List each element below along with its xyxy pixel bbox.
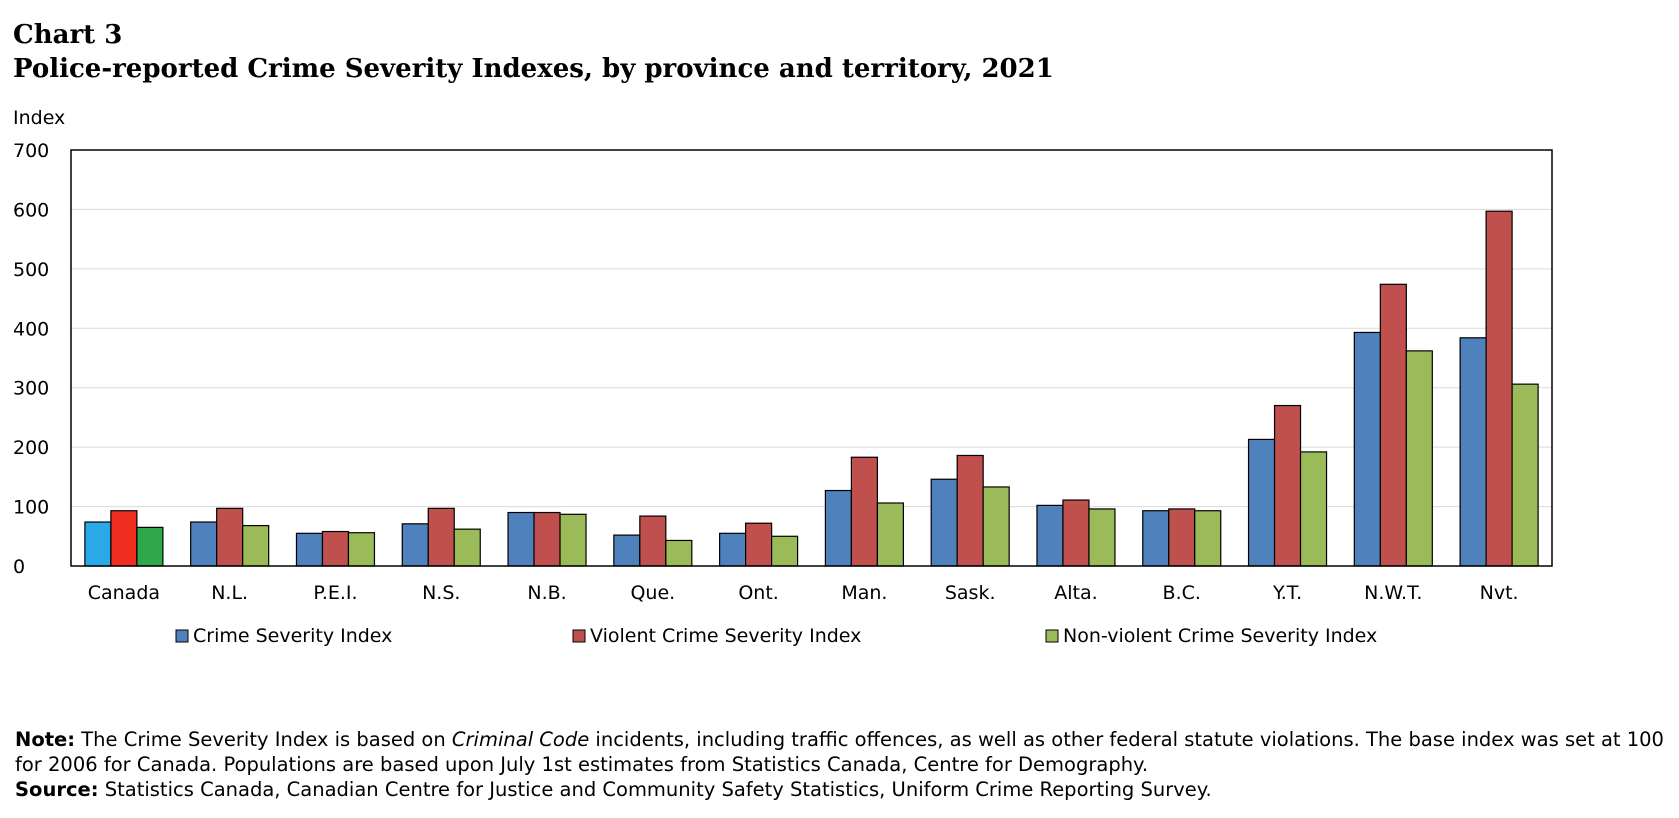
note-paragraph: Note: The Crime Severity Index is based …: [15, 727, 1665, 777]
chart-notes: Note: The Crime Severity Index is based …: [15, 727, 1665, 802]
x-tick-label: B.C.: [1163, 582, 1201, 604]
y-tick-label: 300: [13, 378, 49, 400]
chart-title: Police-reported Crime Severity Indexes, …: [13, 54, 1054, 84]
bar-y-t-violent-crime-severity-index: [1273, 404, 1302, 567]
note-text-italic: Criminal Code: [451, 728, 590, 751]
x-tick-label: Ont.: [738, 582, 779, 604]
y-tick-label: 100: [13, 497, 49, 519]
note-label: Note:: [15, 728, 76, 751]
y-axis-unit-label: Index: [13, 107, 66, 129]
source-paragraph: Source: Statistics Canada, Canadian Cent…: [15, 777, 1665, 802]
y-tick-label: 200: [13, 437, 49, 459]
bar-n-l-violent-crime-severity-index: [216, 507, 244, 567]
bar-b-c-violent-crime-severity-index: [1168, 508, 1196, 567]
chart-header: Chart 3 Police-reported Crime Severity I…: [13, 18, 1054, 86]
x-tick-label: Canada: [88, 582, 160, 604]
x-tick-label: Alta.: [1054, 582, 1097, 604]
bar-b-c-non-violent-crime-severity-index: [1194, 510, 1222, 567]
bar-ont-non-violent-crime-severity-index: [771, 535, 799, 567]
gridlines: [71, 208, 1552, 508]
bar-alta-crime-severity-index: [1036, 504, 1064, 567]
bar-ont-crime-severity-index: [719, 532, 747, 567]
bar-sask-violent-crime-severity-index: [956, 454, 984, 567]
bar-p-e-i-crime-severity-index: [295, 532, 324, 567]
bar-p-e-i-non-violent-crime-severity-index: [347, 532, 376, 567]
bar-n-l-crime-severity-index: [190, 521, 218, 567]
plot-frame: [70, 149, 1553, 567]
bar-man-non-violent-crime-severity-index: [876, 502, 904, 567]
x-tick-label: P.E.I.: [313, 582, 357, 604]
y-tick-label: 700: [13, 140, 49, 162]
bar-canada-violent-crime-severity-index: [110, 510, 138, 567]
legend-label-non-violent-crime-severity-index: Non-violent Crime Severity Index: [1063, 625, 1377, 647]
bar-y-t-non-violent-crime-severity-index: [1299, 451, 1328, 567]
y-tick-label: 600: [13, 199, 49, 221]
legend-swatch-non-violent-crime-severity-index: [1045, 629, 1059, 643]
y-tick-label: 500: [13, 259, 49, 281]
legend: Crime Severity Index Violent Crime Severi…: [175, 625, 1377, 647]
legend-swatch-crime-severity-index: [175, 629, 189, 643]
bar-n-l-non-violent-crime-severity-index: [242, 524, 270, 567]
y-tick-label: 400: [13, 318, 49, 340]
x-tick-label: N.L.: [211, 582, 248, 604]
note-text-start: The Crime Severity Index is based on: [81, 728, 452, 751]
x-tick-label: Nvt.: [1480, 582, 1519, 604]
bar-n-w-t-crime-severity-index: [1353, 331, 1381, 567]
bar-n-b-violent-crime-severity-index: [533, 511, 561, 567]
bar-n-s-crime-severity-index: [401, 523, 429, 567]
y-tick-label: 0: [13, 556, 25, 578]
legend-label-crime-severity-index: Crime Severity Index: [193, 625, 392, 647]
x-tick-label: Man.: [841, 582, 887, 604]
bar-canada-crime-severity-index: [84, 521, 112, 567]
bars: [84, 210, 1539, 567]
x-axis-category-labels: Canada N.L. P.E.I. N.S. N.B. Que. Ont. Man. Sask…: [88, 582, 1519, 604]
bar-man-crime-severity-index: [824, 489, 852, 567]
x-tick-label: Y.T.: [1272, 582, 1302, 604]
bar-n-s-violent-crime-severity-index: [427, 507, 455, 567]
bar-n-w-t-non-violent-crime-severity-index: [1405, 350, 1433, 567]
x-tick-label: N.S.: [422, 582, 460, 604]
bar-n-w-t-violent-crime-severity-index: [1379, 283, 1407, 567]
bar-n-b-crime-severity-index: [507, 511, 535, 567]
bar-que-non-violent-crime-severity-index: [665, 539, 693, 567]
bar-y-t-crime-severity-index: [1247, 438, 1276, 567]
bar-nvt-crime-severity-index: [1459, 337, 1487, 567]
legend-label-violent-crime-severity-index: Violent Crime Severity Index: [590, 625, 861, 647]
bar-alta-violent-crime-severity-index: [1062, 499, 1090, 567]
chart-number: Chart 3: [13, 20, 123, 50]
source-label: Source:: [15, 778, 99, 801]
bar-alta-non-violent-crime-severity-index: [1088, 508, 1116, 567]
bar-que-crime-severity-index: [613, 534, 641, 567]
y-axis-ticks: 0 100 200 300 400 500 600 700: [13, 140, 49, 578]
x-tick-label: Que.: [630, 582, 675, 604]
bar-n-s-non-violent-crime-severity-index: [453, 528, 481, 567]
bar-ont-violent-crime-severity-index: [745, 522, 773, 567]
x-tick-label: N.B.: [527, 582, 566, 604]
bar-sask-non-violent-crime-severity-index: [982, 486, 1010, 567]
bar-chart: 0 100 200 300 400 500 600 700 Canada N.L. P.E.I. N…: [13, 140, 1553, 647]
bar-n-b-non-violent-crime-severity-index: [559, 513, 587, 567]
x-tick-label: N.W.T.: [1364, 582, 1422, 604]
note-text-end: incidents, including traffic offences, a…: [15, 728, 1664, 776]
bar-sask-crime-severity-index: [930, 478, 958, 567]
source-text: Statistics Canada, Canadian Centre for J…: [104, 778, 1212, 801]
bar-nvt-non-violent-crime-severity-index: [1511, 383, 1539, 567]
legend-swatch-violent-crime-severity-index: [572, 629, 586, 643]
bar-p-e-i-violent-crime-severity-index: [321, 530, 350, 567]
bar-b-c-crime-severity-index: [1142, 510, 1170, 567]
bar-canada-non-violent-crime-severity-index: [136, 526, 164, 567]
x-tick-label: Sask.: [945, 582, 996, 604]
bar-que-violent-crime-severity-index: [639, 515, 667, 567]
bar-man-violent-crime-severity-index: [850, 456, 878, 567]
bar-nvt-violent-crime-severity-index: [1485, 210, 1513, 567]
